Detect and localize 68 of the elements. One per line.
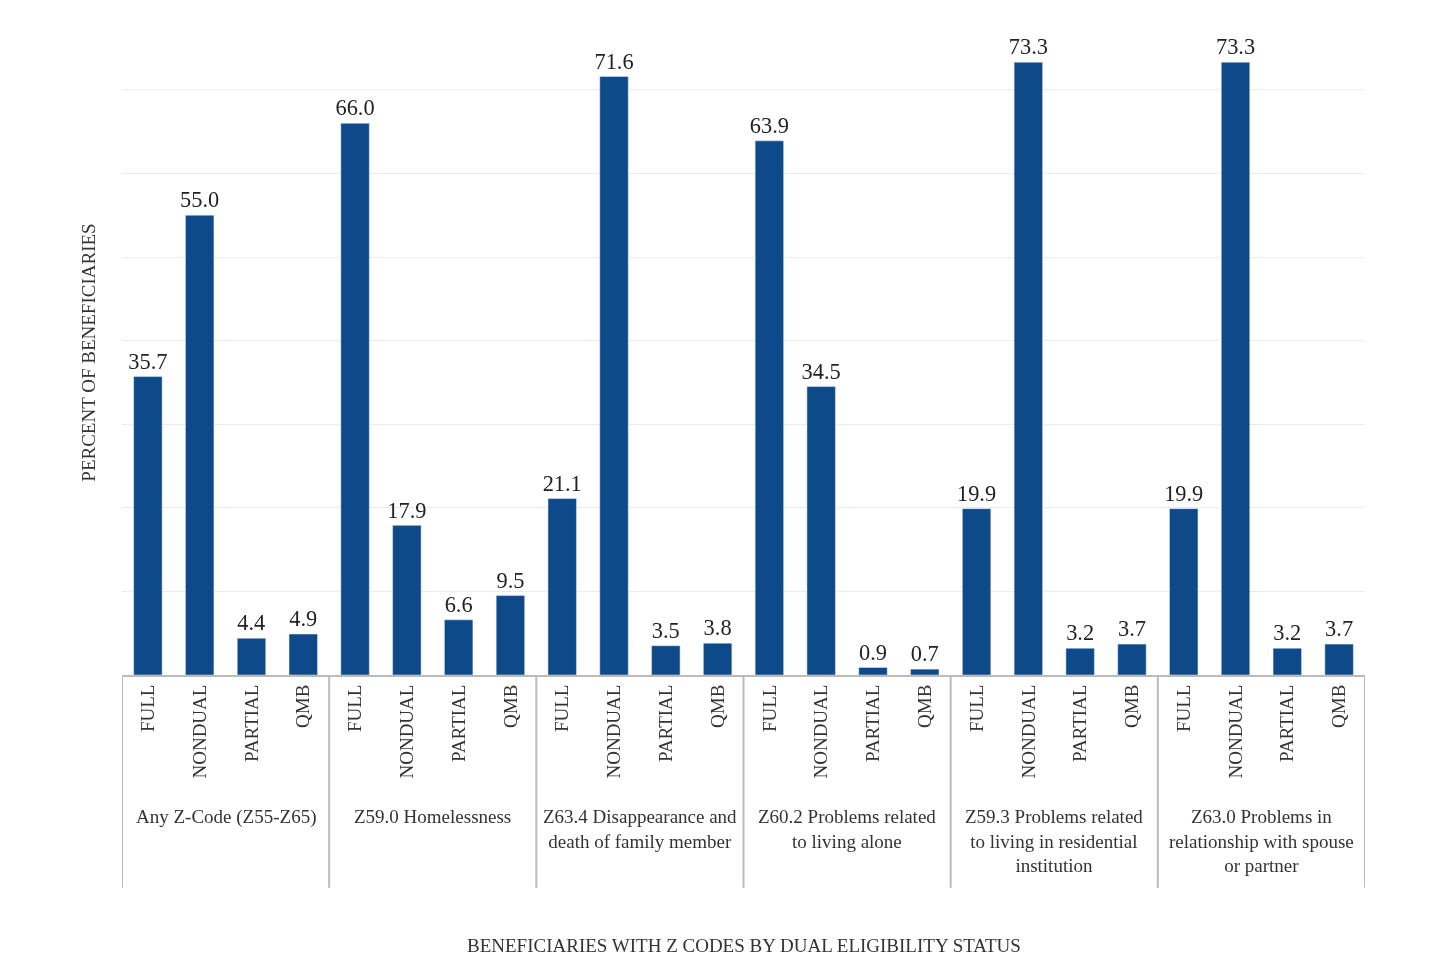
x-tick-label: NONDUAL (188, 684, 210, 779)
data-label: 19.9 (956, 480, 997, 506)
data-label: 0.7 (910, 641, 939, 667)
bar (1065, 648, 1095, 675)
text: Any Z-Code (Z55-Z65) (136, 806, 317, 828)
data-label: 4.4 (237, 610, 266, 636)
data-label: 3.2 (1273, 620, 1302, 646)
data-label: 73.3 (1215, 34, 1256, 60)
y-axis-title: PERCENT OF BENEFICIARIES (77, 223, 99, 482)
text: Z59.0 Homelessness (354, 806, 512, 827)
x-tick-label: PARTIAL (447, 684, 469, 762)
text: Z59.3 Problems related to living in residential institution (965, 806, 1144, 877)
bar (495, 595, 525, 675)
data-label: 63.9 (749, 112, 789, 138)
data-label: 6.6 (444, 591, 473, 617)
text: Z63.4 Disappearance and death of family member (543, 806, 738, 852)
data-label: 34.5 (801, 358, 841, 384)
x-tick-label: PARTIAL (1276, 684, 1298, 762)
x-tick-label: QMB (499, 684, 521, 728)
x-tick-label: FULL (965, 684, 987, 733)
x-tick-label: NONDUAL (810, 684, 832, 779)
x-tick-label: FULL (758, 684, 780, 733)
bar (236, 637, 266, 675)
bar (1272, 648, 1302, 675)
x-tick-label: PARTIAL (654, 684, 676, 762)
bar (651, 645, 681, 675)
x-tick-label: QMB (706, 684, 728, 728)
bar (858, 667, 888, 675)
data-label: 71.6 (594, 48, 634, 74)
data-label: 3.7 (1117, 616, 1146, 642)
x-tick-label: FULL (137, 684, 159, 733)
data-label: 19.9 (1164, 480, 1204, 506)
x-tick-label: FULL (1172, 684, 1194, 733)
data-label: 35.7 (128, 348, 168, 374)
x-tick-label: PARTIAL (862, 684, 884, 762)
data-label: 4.9 (289, 606, 318, 632)
data-label: 17.9 (387, 497, 427, 523)
x-tick-label: PARTIAL (1069, 684, 1091, 762)
x-tick-label: QMB (913, 684, 935, 728)
data-label: 73.3 (1008, 34, 1048, 60)
bar (288, 633, 318, 675)
x-tick-label: FULL (551, 684, 573, 733)
x-tick-label: PARTIAL (240, 684, 262, 762)
data-label: 21.1 (542, 470, 582, 496)
data-label: 55.0 (180, 187, 220, 213)
bar (703, 642, 733, 675)
x-tick-label: FULL (344, 684, 366, 733)
data-label: 3.8 (703, 615, 732, 641)
bar (1324, 643, 1354, 675)
data-label: 0.9 (859, 639, 887, 665)
x-tick-label: QMB (1121, 684, 1143, 728)
x-tick-label: NONDUAL (1224, 684, 1246, 779)
bar (1117, 643, 1147, 675)
data-label: 3.2 (1066, 620, 1095, 646)
data-label: 66.0 (335, 95, 375, 121)
bar (910, 668, 940, 675)
bar (444, 619, 474, 675)
text: BENEFICIARIES WITH Z CODES BY DUAL ELIGIBILITY STATUS (467, 935, 1021, 956)
x-tick-label: QMB (1328, 684, 1350, 728)
text: Z60.2 Problems related to living alone (758, 806, 937, 852)
text: Z63.0 Problems in relationship with spouse or partner (1169, 806, 1354, 877)
data-label: 3.7 (1325, 616, 1354, 642)
x-tick-label: QMB (292, 684, 314, 728)
x-tick-label: NONDUAL (396, 684, 418, 779)
x-tick-label: NONDUAL (1017, 684, 1039, 779)
data-label: 9.5 (496, 567, 525, 593)
data-label: 3.5 (651, 617, 680, 643)
x-tick-label: NONDUAL (603, 684, 625, 779)
